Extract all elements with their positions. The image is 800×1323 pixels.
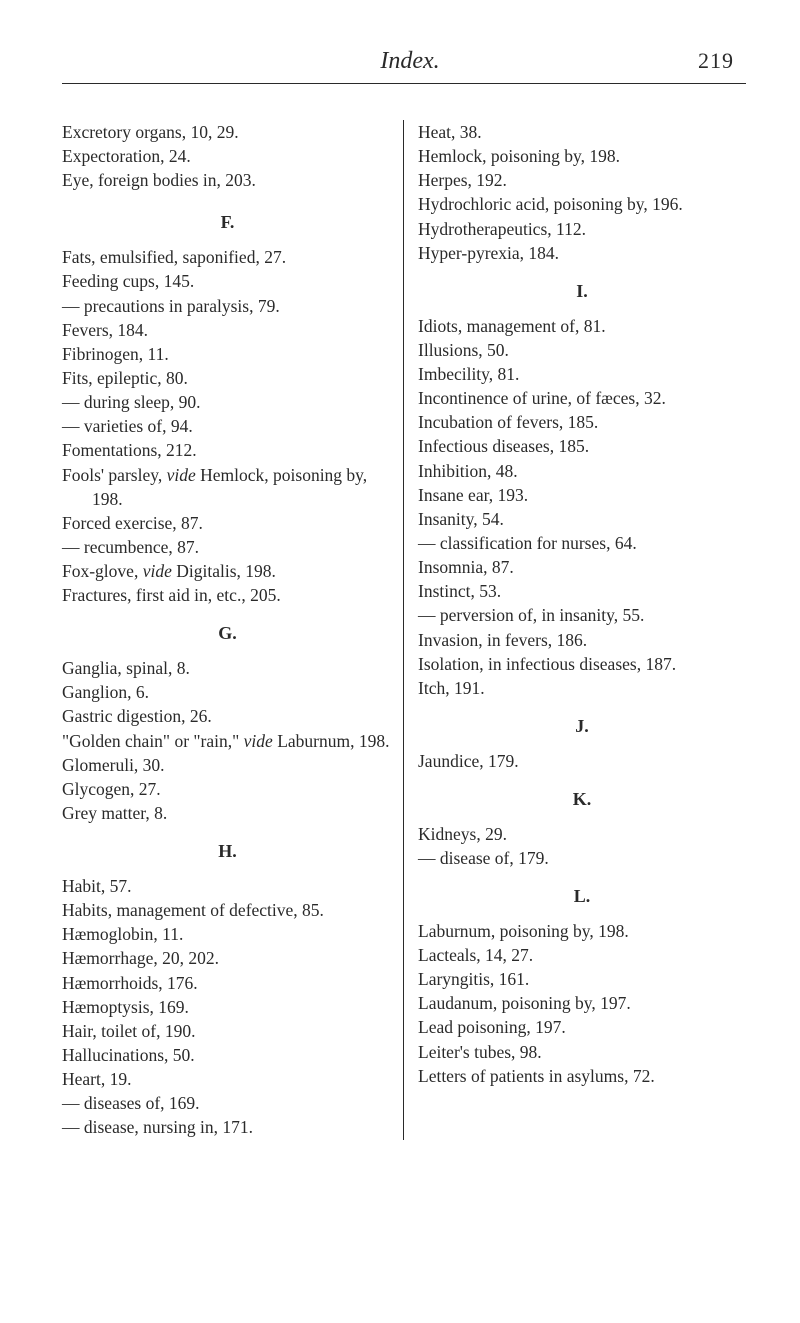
entry-text: Laburnum, 198. bbox=[273, 731, 390, 751]
index-entry: Habits, management of defective, 85. bbox=[62, 898, 393, 922]
index-entry: Insane ear, 193. bbox=[418, 483, 746, 507]
index-entry: Lead poisoning, 197. bbox=[418, 1015, 746, 1039]
left-column: Excretory organs, 10, 29. Expectoration,… bbox=[62, 120, 404, 1140]
entry-italic: vide bbox=[167, 465, 196, 485]
index-entry: Hæmoptysis, 169. bbox=[62, 995, 393, 1019]
index-entry: — perversion of, in insanity, 55. bbox=[418, 603, 746, 627]
index-entry: Fats, emulsified, saponified, 27. bbox=[62, 245, 393, 269]
index-entry: Habit, 57. bbox=[62, 874, 393, 898]
index-entry: Hæmorrhoids, 176. bbox=[62, 971, 393, 995]
index-entry: Letters of patients in asylums, 72. bbox=[418, 1064, 746, 1088]
index-entry: Fools' parsley, vide Hemlock, poisoning … bbox=[62, 463, 393, 511]
index-entry: Grey matter, 8. bbox=[62, 801, 393, 825]
index-entry: Hæmoglobin, 11. bbox=[62, 922, 393, 946]
section-letter-l: L. bbox=[418, 884, 746, 909]
index-entry: — diseases of, 169. bbox=[62, 1091, 393, 1115]
index-entry: Fractures, first aid in, etc., 205. bbox=[62, 583, 393, 607]
index-entry: Illusions, 50. bbox=[418, 338, 746, 362]
index-entry: Fibrinogen, 11. bbox=[62, 342, 393, 366]
index-entry: Invasion, in fevers, 186. bbox=[418, 628, 746, 652]
index-entry: Lacteals, 14, 27. bbox=[418, 943, 746, 967]
index-entry: — during sleep, 90. bbox=[62, 390, 393, 414]
index-entry: Hemlock, poisoning by, 198. bbox=[418, 144, 746, 168]
index-entry: Hyper-pyrexia, 184. bbox=[418, 241, 746, 265]
index-entry: Fevers, 184. bbox=[62, 318, 393, 342]
index-entry: Jaundice, 179. bbox=[418, 749, 746, 773]
page-number: 219 bbox=[698, 48, 734, 74]
index-entry: Ganglion, 6. bbox=[62, 680, 393, 704]
section-letter-g: G. bbox=[62, 621, 393, 646]
index-entry: Fits, epileptic, 80. bbox=[62, 366, 393, 390]
index-entry: Herpes, 192. bbox=[418, 168, 746, 192]
index-entry: Hydrochloric acid, poisoning by, 196. bbox=[418, 192, 746, 216]
index-entry: Gastric digestion, 26. bbox=[62, 704, 393, 728]
index-entry: Heart, 19. bbox=[62, 1067, 393, 1091]
index-columns: Excretory organs, 10, 29. Expectoration,… bbox=[62, 120, 746, 1140]
index-entry: Isolation, in infectious diseases, 187. bbox=[418, 652, 746, 676]
index-entry: Instinct, 53. bbox=[418, 579, 746, 603]
page-header: Index. 219 bbox=[62, 48, 746, 83]
index-entry: Ganglia, spinal, 8. bbox=[62, 656, 393, 680]
index-entry: — classification for nurses, 64. bbox=[418, 531, 746, 555]
entry-text: "Golden chain" or "rain," bbox=[62, 731, 244, 751]
section-letter-i: I. bbox=[418, 279, 746, 304]
index-entry: — precautions in paralysis, 79. bbox=[62, 294, 393, 318]
index-entry: — disease of, 179. bbox=[418, 846, 746, 870]
index-entry: Expectoration, 24. bbox=[62, 144, 393, 168]
index-entry: Glycogen, 27. bbox=[62, 777, 393, 801]
index-entry: Hydrotherapeutics, 112. bbox=[418, 217, 746, 241]
index-entry: — varieties of, 94. bbox=[62, 414, 393, 438]
index-entry: Feeding cups, 145. bbox=[62, 269, 393, 293]
index-entry: Laryngitis, 161. bbox=[418, 967, 746, 991]
page-title: Index. bbox=[62, 48, 698, 75]
entry-italic: vide bbox=[244, 731, 273, 751]
index-entry: — disease, nursing in, 171. bbox=[62, 1115, 393, 1139]
index-entry: Fox-glove, vide Digitalis, 198. bbox=[62, 559, 393, 583]
section-letter-j: J. bbox=[418, 714, 746, 739]
index-entry: Forced exercise, 87. bbox=[62, 511, 393, 535]
index-entry: Hair, toilet of, 190. bbox=[62, 1019, 393, 1043]
index-entry: Itch, 191. bbox=[418, 676, 746, 700]
index-entry: Incontinence of urine, of fæces, 32. bbox=[418, 386, 746, 410]
section-letter-h: H. bbox=[62, 839, 393, 864]
index-entry: Insomnia, 87. bbox=[418, 555, 746, 579]
index-entry: "Golden chain" or "rain," vide Laburnum,… bbox=[62, 729, 393, 753]
index-entry: Laudanum, poisoning by, 197. bbox=[418, 991, 746, 1015]
index-entry: — recumbence, 87. bbox=[62, 535, 393, 559]
entry-text: Fools' parsley, bbox=[62, 465, 167, 485]
index-entry: Fomentations, 212. bbox=[62, 438, 393, 462]
entry-text: Digitalis, 198. bbox=[172, 561, 276, 581]
index-entry: Excretory organs, 10, 29. bbox=[62, 120, 393, 144]
section-letter-k: K. bbox=[418, 787, 746, 812]
index-entry: Hæmorrhage, 20, 202. bbox=[62, 946, 393, 970]
entry-italic: vide bbox=[143, 561, 172, 581]
index-entry: Hallucinations, 50. bbox=[62, 1043, 393, 1067]
index-entry: Leiter's tubes, 98. bbox=[418, 1040, 746, 1064]
index-entry: Incubation of fevers, 185. bbox=[418, 410, 746, 434]
entry-text: Fox-glove, bbox=[62, 561, 143, 581]
section-letter-f: F. bbox=[62, 210, 393, 235]
index-entry: Eye, foreign bodies in, 203. bbox=[62, 168, 393, 192]
index-entry: Insanity, 54. bbox=[418, 507, 746, 531]
index-entry: Glomeruli, 30. bbox=[62, 753, 393, 777]
right-column: Heat, 38. Hemlock, poisoning by, 198. He… bbox=[404, 120, 746, 1140]
index-entry: Laburnum, poisoning by, 198. bbox=[418, 919, 746, 943]
index-entry: Infectious diseases, 185. bbox=[418, 434, 746, 458]
index-entry: Imbecility, 81. bbox=[418, 362, 746, 386]
index-entry: Kidneys, 29. bbox=[418, 822, 746, 846]
index-entry: Heat, 38. bbox=[418, 120, 746, 144]
header-rule bbox=[62, 83, 746, 84]
index-entry: Idiots, management of, 81. bbox=[418, 314, 746, 338]
index-entry: Inhibition, 48. bbox=[418, 459, 746, 483]
